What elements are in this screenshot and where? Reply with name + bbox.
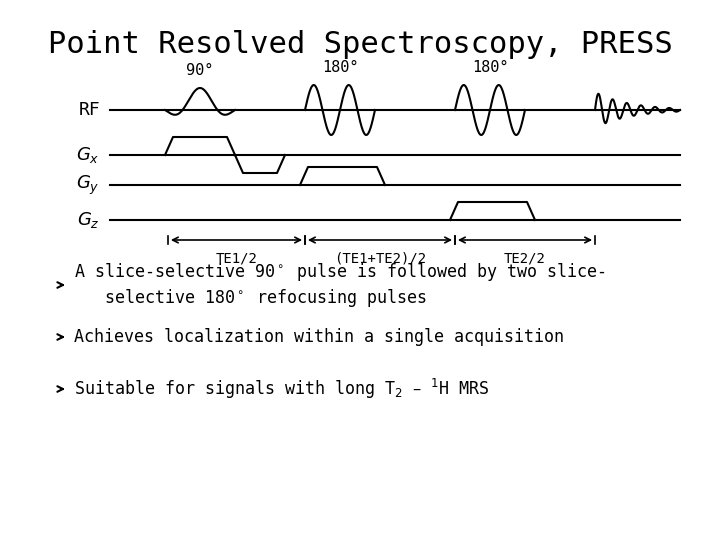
Text: $G_y$: $G_y$: [76, 173, 100, 197]
Text: TE1/2: TE1/2: [215, 252, 258, 266]
Text: $G_x$: $G_x$: [76, 145, 100, 165]
Text: RF: RF: [78, 101, 100, 119]
Text: Achieves localization within a single acquisition: Achieves localization within a single ac…: [74, 328, 564, 346]
Text: $G_z$: $G_z$: [77, 210, 100, 230]
Text: 90°: 90°: [186, 63, 214, 78]
Text: (TE1+TE2)/2: (TE1+TE2)/2: [334, 252, 426, 266]
Text: 180°: 180°: [472, 60, 508, 75]
Text: 180°: 180°: [322, 60, 359, 75]
Text: A slice-selective 90$^\circ$ pulse is followed by two slice-
   selective 180$^\: A slice-selective 90$^\circ$ pulse is fo…: [74, 261, 606, 308]
Text: Point Resolved Spectroscopy, PRESS: Point Resolved Spectroscopy, PRESS: [48, 30, 672, 59]
Text: Suitable for signals with long T$_2$ – $^1$H MRS: Suitable for signals with long T$_2$ – $…: [74, 377, 490, 401]
Text: TE2/2: TE2/2: [504, 252, 546, 266]
